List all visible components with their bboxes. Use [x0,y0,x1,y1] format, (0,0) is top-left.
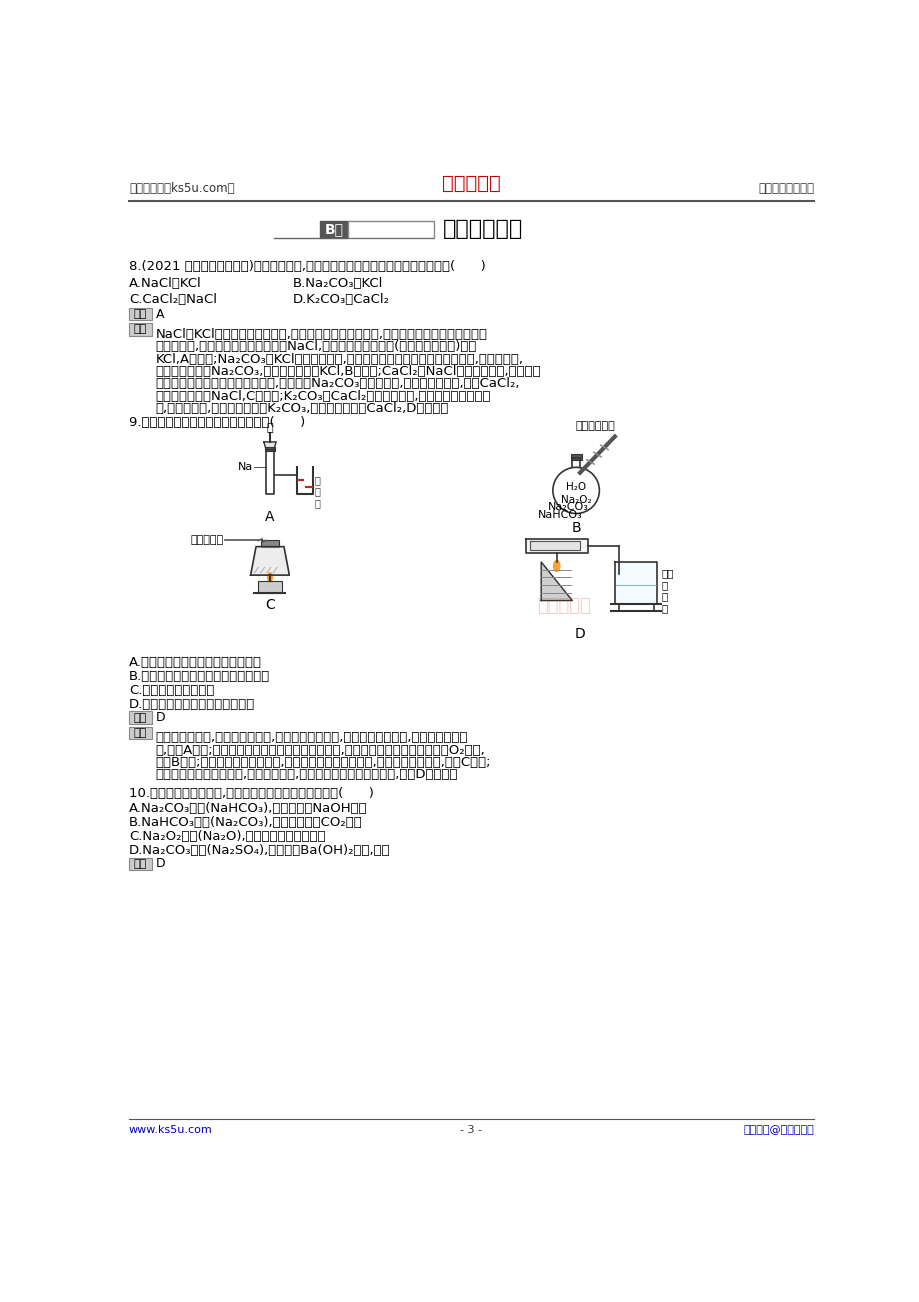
Text: 答案: 答案 [134,859,147,868]
Text: 高考资源网（ks5u.com）: 高考资源网（ks5u.com） [129,182,234,195]
Ellipse shape [267,572,273,583]
Text: B.NaHCO₃溶液(Na₂CO₃),应通入过量的CO₂气体: B.NaHCO₃溶液(Na₂CO₃),应通入过量的CO₂气体 [129,816,362,829]
Text: 解析: 解析 [134,728,147,738]
Text: 带火星的木条: 带火星的木条 [575,421,615,431]
Text: - 3 -: - 3 - [460,1125,482,1135]
Text: A.NaCl、KCl: A.NaCl、KCl [129,277,201,290]
Text: C: C [265,598,275,612]
Text: 水: 水 [267,423,273,432]
Text: 有气体生成的是Na₂CO₃,无明显现象的是KCl,B项错误;CaCl₂、NaCl的阳离子不同,但钙离子: 有气体生成的是Na₂CO₃,无明显现象的是KCl,B项错误;CaCl₂、NaCl… [155,365,540,378]
Text: 色试验检验,焰色试验火焰为黄色的为NaCl,焰色试验火焰为紫色(透过蓝色钴玻璃)的为: 色试验检验,焰色试验火焰为黄色的为NaCl,焰色试验火焰为紫色(透过蓝色钴玻璃)… [155,340,476,353]
Text: Na: Na [237,462,253,473]
Polygon shape [525,539,587,553]
Text: 8.(2021 江苏徐州高一检测)依据已有知识,下列各组溶液只能用焰色试验来鉴别的是(      ): 8.(2021 江苏徐州高一检测)依据已有知识,下列各组溶液只能用焰色试验来鉴别… [129,260,485,273]
Text: C.Na₂O₂粉末(Na₂O),将混合物在氧气中加热: C.Na₂O₂粉末(Na₂O),将混合物在氧气中加热 [129,829,325,842]
Text: 无明显现象的是NaCl,C项错误;K₂CO₃、CaCl₂的阴离子不同,可以通过阴离子来鉴: 无明显现象的是NaCl,C项错误;K₂CO₃、CaCl₂的阴离子不同,可以通过阴… [155,389,490,402]
Bar [570,454,581,460]
Text: C.CaCl₂、NaCl: C.CaCl₂、NaCl [129,293,217,306]
Text: A: A [265,509,275,523]
Text: 钠与水反应放热,试管中温度升高,导致气体压强增大,红墨水出现液面差,可以达到实验目: 钠与水反应放热,试管中温度升高,导致气体压强增大,红墨水出现液面差,可以达到实验… [155,732,467,745]
Text: 高考资源网: 高考资源网 [537,596,591,615]
Text: 答案: 答案 [134,712,147,723]
Text: B.检验过氧化钠与水的反应有氧气产生: B.检验过氧化钠与水的反应有氧气产生 [129,669,270,682]
Text: 别,如加入盐酸,有气体生成的是K₂CO₃,无明显现象的是CaCl₂,D项错误。: 别,如加入盐酸,有气体生成的是K₂CO₃,无明显现象的是CaCl₂,D项错误。 [155,402,448,415]
Text: 选项B正确;铁丝的焰色试验为无色,可用来做纯碱的焰色试验,能够达到实验目的,选项C正确;: 选项B正确;铁丝的焰色试验为无色,可用来做纯碱的焰色试验,能够达到实验目的,选项… [155,756,490,769]
FancyBboxPatch shape [129,727,152,740]
Text: 答案: 答案 [134,309,147,319]
Polygon shape [250,547,289,575]
Text: B.Na₂CO₃、KCl: B.Na₂CO₃、KCl [293,277,383,290]
Text: 光洁的铁丝: 光洁的铁丝 [190,535,223,546]
Text: B: B [571,521,580,535]
Text: A.Na₂CO₃溶液(NaHCO₃),选用适量的NaOH溶液: A.Na₂CO₃溶液(NaHCO₃),选用适量的NaOH溶液 [129,802,368,815]
Polygon shape [540,562,572,600]
Text: NaCl、KCl的阴离子均为氯离子,故只能通过阳离子来鉴别,而钠离子和钾离子只能利用焰: NaCl、KCl的阴离子均为氯离子,故只能通过阳离子来鉴别,而钠离子和钾离子只能… [155,328,487,341]
Bar [320,221,348,238]
Bar [260,540,279,547]
Text: D.Na₂CO₃溶液(Na₂SO₄),加入适量Ba(OH)₂溶液,过滤: D.Na₂CO₃溶液(Na₂SO₄),加入适量Ba(OH)₂溶液,过滤 [129,844,391,857]
Text: www.ks5u.com: www.ks5u.com [129,1125,212,1135]
Text: B级: B级 [324,223,344,237]
Text: D.K₂CO₃、CaCl₂: D.K₂CO₃、CaCl₂ [293,293,390,306]
Text: 澄清
石
灰
水: 澄清 石 灰 水 [661,568,673,613]
Text: H₂O: H₂O [565,482,585,492]
Text: Na₂O₂: Na₂O₂ [561,495,591,505]
FancyBboxPatch shape [129,323,152,336]
Text: 高考资源网: 高考资源网 [442,173,500,193]
Text: 10.为除去括号内的杂质,所选用的试剂或方法不正确的是(      ): 10.为除去括号内的杂质,所选用的试剂或方法不正确的是( ) [129,786,373,799]
Ellipse shape [552,560,560,572]
Polygon shape [614,562,657,604]
Text: 解析: 解析 [134,324,147,335]
FancyBboxPatch shape [129,858,152,870]
Bar [258,581,281,592]
Text: 的,选项A正确;检验过氧化钠与水的反应有氧气产生,若带火星的木条复燃则反应有O₂产生,: 的,选项A正确;检验过氧化钠与水的反应有氧气产生,若带火星的木条复燃则反应有O₂… [155,743,484,756]
Text: 9.下列实验装置不能达到实验目的的是(      ): 9.下列实验装置不能达到实验目的的是( ) [129,415,305,428]
Text: D: D [156,858,165,870]
Text: 和钠离子不通过焰色试验也能鉴别,如可加入Na₂CO₃溶液来鉴别,如果有沉淀生成,则为CaCl₂,: 和钠离子不通过焰色试验也能鉴别,如可加入Na₂CO₃溶液来鉴别,如果有沉淀生成,… [155,378,519,391]
Bar [348,221,433,238]
Text: 您身边的高考专家: 您身边的高考专家 [757,182,813,195]
Polygon shape [529,542,579,551]
Polygon shape [264,441,276,449]
Bar [265,447,275,452]
Text: 红
墨
水: 红 墨 水 [313,475,320,508]
Text: A.验证钠与水的反应是否为放热反应: A.验证钠与水的反应是否为放热反应 [129,656,262,669]
FancyBboxPatch shape [129,309,152,320]
Text: KCl,A项正确;Na₂CO₃、KCl的阴离子不同,故可以通过阴离子的不同来鉴别两者,如加入盐酸,: KCl,A项正确;Na₂CO₃、KCl的阴离子不同,故可以通过阴离子的不同来鉴别… [155,353,523,366]
Text: D: D [156,711,165,724]
Text: 版权所有@高考资源网: 版权所有@高考资源网 [743,1125,813,1135]
FancyBboxPatch shape [129,711,152,724]
Text: Na₂CO₃: Na₂CO₃ [548,503,588,512]
Text: D.比较碳酸钠、碳酸氢钠的稳定性: D.比较碳酸钠、碳酸氢钠的稳定性 [129,698,255,711]
Text: 套装小试管加热温度较低,应放碳酸氢钠,题中装置无法达到实验目的,选项D不正确。: 套装小试管加热温度较低,应放碳酸氢钠,题中装置无法达到实验目的,选项D不正确。 [155,768,458,781]
Text: D: D [574,628,584,642]
Text: C.观察纯碱的焰色试验: C.观察纯碱的焰色试验 [129,684,214,697]
Text: A: A [156,307,165,320]
Text: NaHCO₃: NaHCO₃ [538,509,583,519]
Text: 等级考提升练: 等级考提升练 [442,220,523,240]
